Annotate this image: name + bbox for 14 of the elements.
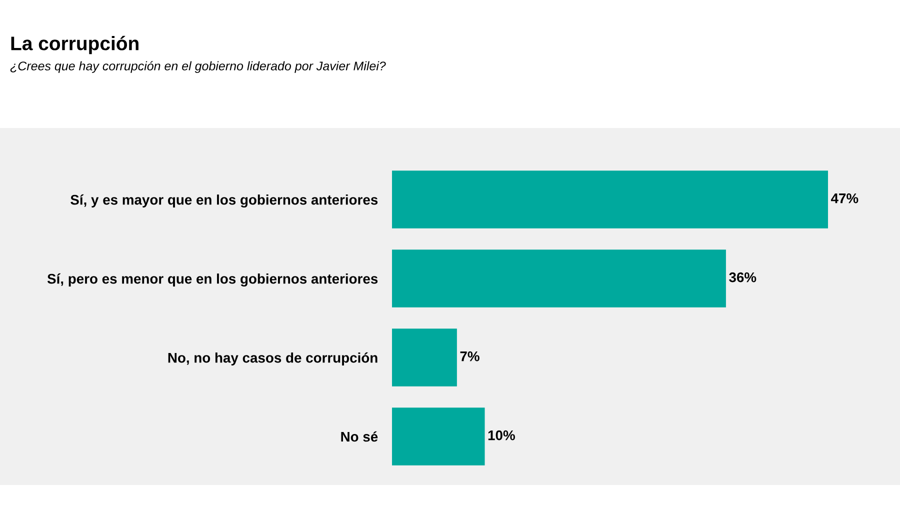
data-label: 47% bbox=[830, 193, 858, 204]
data-label: 36% bbox=[729, 272, 756, 282]
data-label: 10% bbox=[488, 430, 515, 440]
bar bbox=[392, 328, 457, 386]
data-label: 7% bbox=[460, 351, 480, 362]
bar bbox=[392, 170, 828, 228]
y-tick-label: Sí, pero es menor que en los gobiernos anteriores bbox=[47, 273, 378, 287]
text: La corrupción bbox=[11, 36, 138, 54]
text: ¿Crees que hay corrupción en el gobierno liderado por Javier Milei? bbox=[10, 61, 386, 73]
bar bbox=[392, 408, 485, 466]
y-tick-label: No, no hay casos de corrupción bbox=[168, 352, 378, 366]
bar bbox=[392, 250, 726, 308]
y-tick-label: Sí, y es mayor que en los gobiernos anteriores bbox=[70, 194, 378, 208]
y-tick-label: No sé bbox=[341, 431, 378, 442]
